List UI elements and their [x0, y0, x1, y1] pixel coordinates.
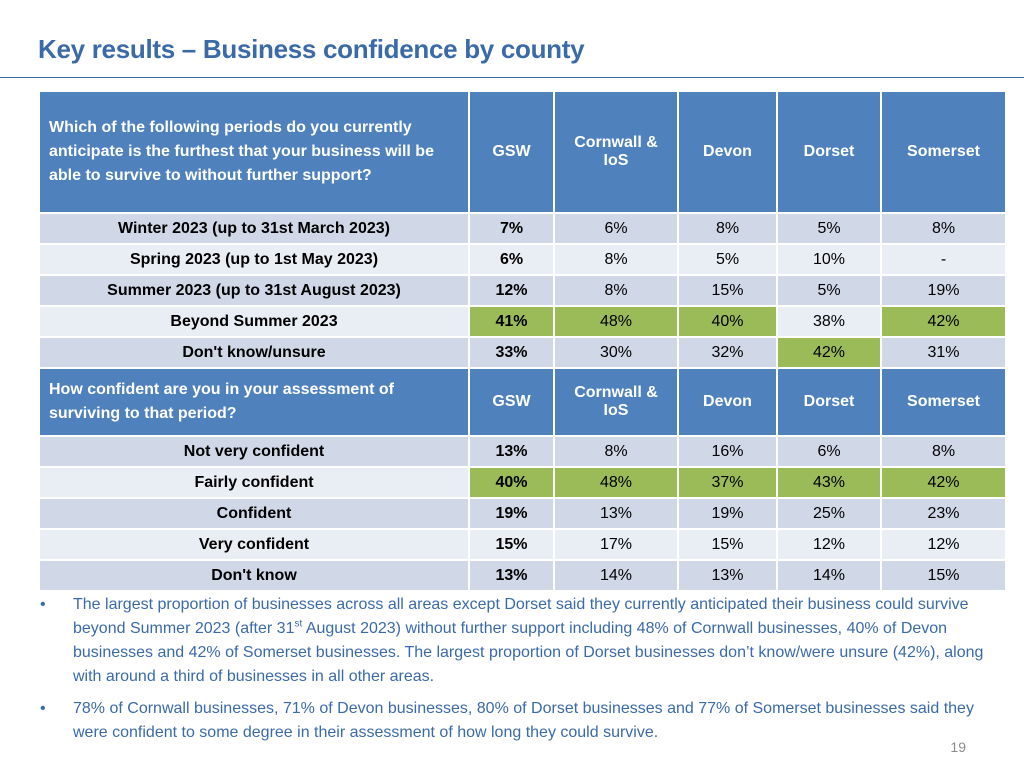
header-row-confidence: How confident are you in your assessment…	[38, 367, 1007, 437]
cell-devon: 5%	[677, 243, 778, 276]
ordinal-suffix: st	[294, 618, 303, 630]
table-row: Summer 2023 (up to 31st August 2023) 12%…	[38, 274, 1007, 307]
summary-bullets: • The largest proportion of businesses a…	[38, 593, 998, 753]
bullet-marker: •	[40, 700, 46, 717]
cell-dorset: 10%	[776, 243, 882, 276]
cell-dorset: 14%	[776, 559, 882, 592]
bullet-marker: •	[40, 596, 46, 613]
cell-gsw-highlighted: 41%	[468, 305, 555, 338]
cell-somerset-highlighted: 42%	[880, 466, 1007, 499]
cell-gsw: 15%	[468, 528, 555, 561]
cell-devon: 15%	[677, 528, 778, 561]
cell-devon: 13%	[677, 559, 778, 592]
page-number: 19	[950, 739, 966, 755]
column-header-devon: Devon	[677, 367, 778, 437]
cell-cornwall: 13%	[553, 497, 679, 530]
row-label: Summer 2023 (up to 31st August 2023)	[38, 274, 470, 307]
cell-cornwall: 8%	[553, 274, 679, 307]
row-label: Beyond Summer 2023	[38, 305, 470, 338]
column-header-somerset: Somerset	[880, 367, 1007, 437]
cell-dorset-highlighted: 43%	[776, 466, 882, 499]
row-label: Winter 2023 (up to 31st March 2023)	[38, 212, 470, 245]
table-row: Not very confident 13% 8% 16% 6% 8%	[38, 435, 1007, 468]
cell-gsw: 6%	[468, 243, 555, 276]
summary-bullet: • The largest proportion of businesses a…	[38, 593, 998, 689]
column-header-dorset: Dorset	[776, 90, 882, 214]
cell-cornwall: 30%	[553, 336, 679, 369]
column-header-cornwall: Cornwall & IoS	[553, 90, 679, 214]
cell-somerset: 31%	[880, 336, 1007, 369]
cell-somerset: 12%	[880, 528, 1007, 561]
row-label: Don't know	[38, 559, 470, 592]
cell-somerset: -	[880, 243, 1007, 276]
table-row: Don't know 13% 14% 13% 14% 15%	[38, 559, 1007, 592]
column-header-cornwall: Cornwall & IoS	[553, 367, 679, 437]
column-header-dorset: Dorset	[776, 367, 882, 437]
cell-somerset: 19%	[880, 274, 1007, 307]
table-row: Don't know/unsure 33% 30% 32% 42% 31%	[38, 336, 1007, 369]
cell-somerset-highlighted: 42%	[880, 305, 1007, 338]
table-row: Spring 2023 (up to 1st May 2023) 6% 8% 5…	[38, 243, 1007, 276]
cell-gsw: 12%	[468, 274, 555, 307]
cell-devon: 32%	[677, 336, 778, 369]
cell-cornwall: 8%	[553, 243, 679, 276]
column-header-devon: Devon	[677, 90, 778, 214]
cell-gsw: 13%	[468, 435, 555, 468]
cell-dorset-highlighted: 42%	[776, 336, 882, 369]
cell-devon-highlighted: 40%	[677, 305, 778, 338]
cell-cornwall: 8%	[553, 435, 679, 468]
cell-cornwall-highlighted: 48%	[553, 466, 679, 499]
cell-devon-highlighted: 37%	[677, 466, 778, 499]
cell-somerset: 23%	[880, 497, 1007, 530]
row-label: Not very confident	[38, 435, 470, 468]
results-table: Which of the following periods do you cu…	[38, 90, 1007, 592]
page-title: Key results – Business confidence by cou…	[38, 34, 585, 64]
summary-bullet: • 78% of Cornwall businesses, 71% of Dev…	[38, 697, 998, 745]
cell-dorset: 38%	[776, 305, 882, 338]
header-row-survival: Which of the following periods do you cu…	[38, 90, 1007, 214]
cell-gsw-highlighted: 40%	[468, 466, 555, 499]
cell-cornwall: 17%	[553, 528, 679, 561]
row-label: Spring 2023 (up to 1st May 2023)	[38, 243, 470, 276]
table-row: Beyond Summer 2023 41% 48% 40% 38% 42%	[38, 305, 1007, 338]
cell-gsw: 7%	[468, 212, 555, 245]
cell-dorset: 5%	[776, 274, 882, 307]
cell-somerset: 8%	[880, 435, 1007, 468]
row-label: Fairly confident	[38, 466, 470, 499]
cell-dorset: 12%	[776, 528, 882, 561]
cell-dorset: 6%	[776, 435, 882, 468]
cell-gsw: 33%	[468, 336, 555, 369]
bullet-text-continued: August 2023) without further support inc…	[73, 620, 984, 685]
table-row: Confident 19% 13% 19% 25% 23%	[38, 497, 1007, 530]
title-divider	[0, 77, 1024, 78]
cell-somerset: 15%	[880, 559, 1007, 592]
cell-dorset: 5%	[776, 212, 882, 245]
cell-cornwall: 6%	[553, 212, 679, 245]
table-row: Very confident 15% 17% 15% 12% 12%	[38, 528, 1007, 561]
survival-question: Which of the following periods do you cu…	[38, 90, 470, 214]
cell-gsw: 13%	[468, 559, 555, 592]
cell-devon: 19%	[677, 497, 778, 530]
cell-somerset: 8%	[880, 212, 1007, 245]
column-header-somerset: Somerset	[880, 90, 1007, 214]
row-label: Confident	[38, 497, 470, 530]
column-header-gsw: GSW	[468, 367, 555, 437]
cell-dorset: 25%	[776, 497, 882, 530]
cell-cornwall: 14%	[553, 559, 679, 592]
cell-devon: 8%	[677, 212, 778, 245]
cell-gsw: 19%	[468, 497, 555, 530]
column-header-gsw: GSW	[468, 90, 555, 214]
table-row: Fairly confident 40% 48% 37% 43% 42%	[38, 466, 1007, 499]
bullet-text: The largest proportion of businesses acr…	[73, 596, 969, 637]
cell-cornwall-highlighted: 48%	[553, 305, 679, 338]
cell-devon: 16%	[677, 435, 778, 468]
table-row: Winter 2023 (up to 31st March 2023) 7% 6…	[38, 212, 1007, 245]
cell-devon: 15%	[677, 274, 778, 307]
row-label: Don't know/unsure	[38, 336, 470, 369]
bullet-text: 78% of Cornwall businesses, 71% of Devon…	[73, 700, 974, 741]
row-label: Very confident	[38, 528, 470, 561]
confidence-question: How confident are you in your assessment…	[38, 367, 470, 437]
